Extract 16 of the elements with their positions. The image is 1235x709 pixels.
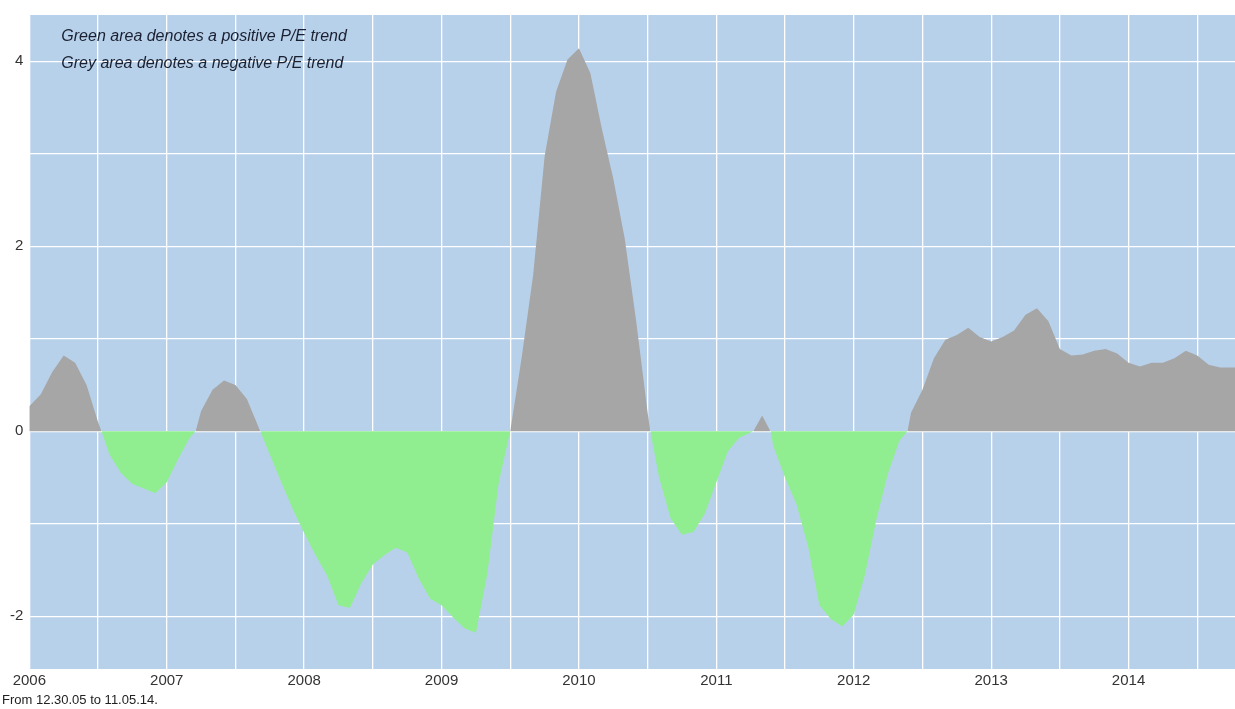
annotation: Green area denotes a positive P/E trend: [61, 27, 348, 45]
x-tick-label: 2010: [562, 671, 596, 689]
x-tick-label: 2014: [1111, 671, 1146, 689]
x-tick-label: 2012: [837, 671, 871, 689]
x-tick-label: 2008: [287, 671, 321, 689]
y-tick-label: -2: [9, 606, 24, 624]
x-tick-label: 2009: [424, 671, 459, 689]
x-tick-label: 2011: [700, 671, 733, 689]
x-tick-label: 2007: [150, 671, 184, 689]
x-tick-label: 2006: [12, 671, 47, 689]
y-tick-label: 0: [14, 421, 24, 439]
annotation: Grey area denotes a negative P/E trend: [61, 54, 345, 72]
x-tick-label: 2013: [974, 671, 1008, 689]
text: From 12.30.05 to 11.05.14.: [2, 692, 158, 708]
y-tick-label: 2: [14, 236, 24, 254]
y-tick-label: 4: [14, 51, 24, 69]
